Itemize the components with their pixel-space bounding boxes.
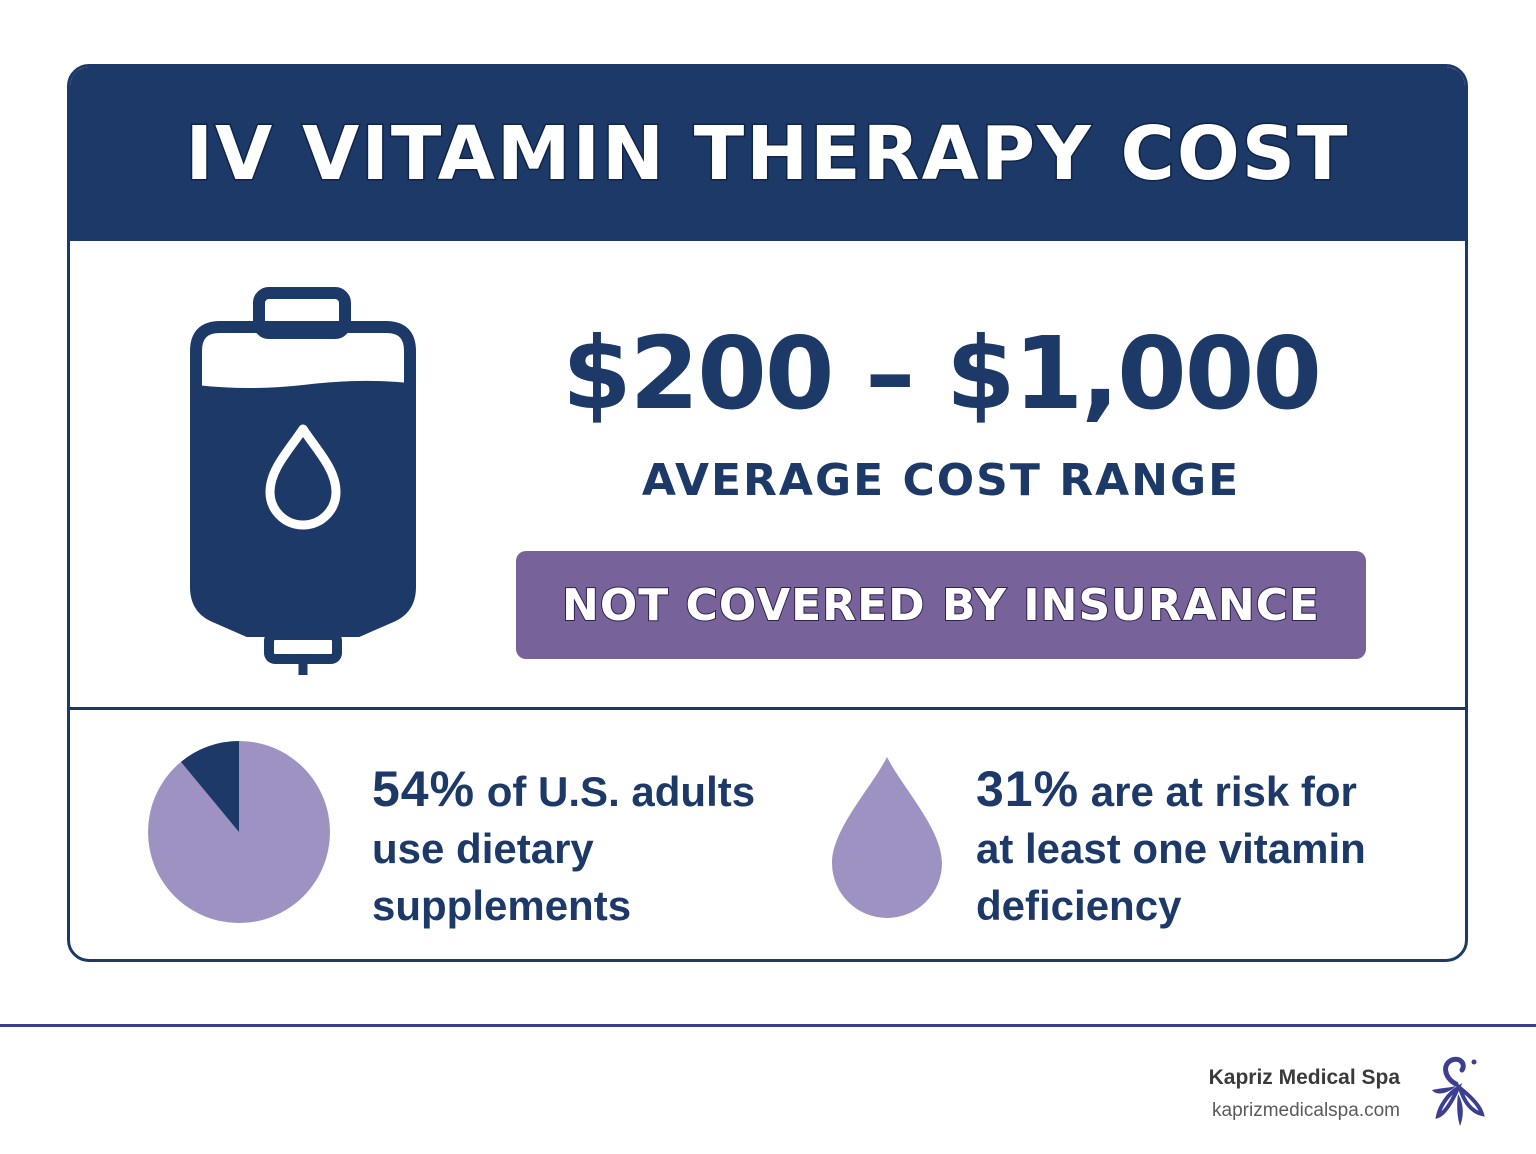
stat-value: 31% (976, 761, 1080, 817)
stat-supplements: 54% of U.S. adults use dietary supplemen… (372, 761, 812, 934)
brand-url[interactable]: kaprizmedicalspa.com (1212, 1100, 1400, 1121)
cost-card: IV VITAMIN THERAPY COST $200 – $1,000 AV… (67, 64, 1468, 962)
drop-icon (832, 757, 942, 918)
footer-divider (0, 1024, 1536, 1027)
pie-slice-dark (180, 741, 239, 832)
stat-text: deficiency (976, 882, 1182, 929)
stat-text: at least one vitamin (976, 825, 1366, 872)
stat-text: of U.S. adults (486, 768, 756, 815)
stat-text: supplements (372, 882, 632, 929)
cost-caption: AVERAGE COST RANGE (641, 455, 1241, 506)
stat-deficiency: 31% are at risk for at least one vitamin… (976, 761, 1446, 934)
stat-text: are at risk for (1090, 768, 1357, 815)
header-bar: IV VITAMIN THERAPY COST (70, 67, 1465, 241)
cost-range: $200 – $1,000 (562, 315, 1322, 432)
iv-bag-icon (190, 287, 416, 675)
supplement-pie-chart (148, 741, 330, 923)
insurance-badge: NOT COVERED BY INSURANCE (516, 551, 1366, 659)
section-divider (70, 707, 1465, 710)
brand-name: Kapriz Medical Spa (1208, 1066, 1400, 1089)
stat-text: use dietary (372, 825, 594, 872)
stat-value: 54% (372, 761, 476, 817)
page-title: IV VITAMIN THERAPY COST (184, 110, 1350, 199)
kapriz-logo-icon (1432, 1056, 1485, 1126)
